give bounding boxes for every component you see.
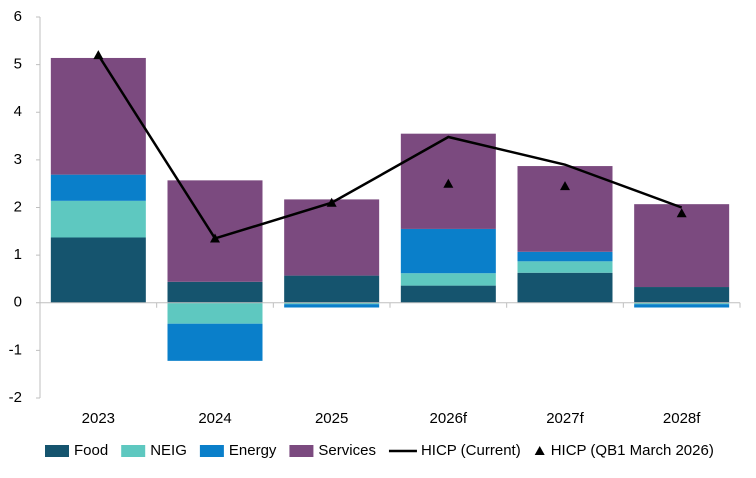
legend-swatch: [199, 445, 224, 457]
bar: [167, 323, 263, 361]
bar: [284, 275, 380, 303]
legend-label: Energy: [229, 442, 277, 459]
x-tick-label: 2026f: [430, 410, 468, 427]
y-tick-label: 0: [14, 294, 22, 311]
bar: [634, 304, 730, 308]
bar: [50, 174, 146, 201]
y-tick-label: 2: [14, 198, 22, 215]
bar: [634, 302, 730, 305]
bar: [517, 251, 613, 262]
bar: [517, 272, 613, 303]
bar: [284, 304, 380, 308]
y-tick-label: -2: [9, 389, 22, 406]
y-tick-label: 4: [14, 103, 22, 120]
y-tick-label: -1: [9, 341, 22, 358]
line: [97, 54, 683, 240]
legend-label: NEIG: [150, 442, 187, 459]
bar: [284, 302, 380, 305]
legend-label: Services: [318, 442, 376, 459]
legend-swatch: [45, 445, 69, 457]
bar: [400, 273, 496, 286]
legend-marker: [534, 446, 545, 455]
legend-label: HICP (QB1 March 2026): [551, 442, 714, 459]
legend-label: Food: [74, 442, 108, 459]
y-tick-label: 5: [14, 56, 22, 73]
bar: [167, 180, 263, 282]
bar: [167, 281, 263, 303]
bar: [400, 228, 496, 274]
x-tick-label: 2023: [82, 410, 115, 427]
marker: [326, 197, 337, 207]
bar: [167, 302, 263, 324]
y-tick-label: 3: [14, 151, 22, 168]
y-tick-label: 6: [14, 8, 22, 25]
bar: [50, 200, 146, 238]
bar: [517, 166, 613, 252]
x-tick-label: 2025: [315, 410, 348, 427]
bar: [400, 285, 496, 303]
bar: [517, 261, 613, 273]
bar: [284, 199, 380, 276]
bar: [50, 237, 146, 303]
x-tick-label: 2028f: [663, 410, 701, 427]
legend-swatch: [289, 445, 314, 457]
bar: [50, 57, 146, 175]
x-tick-label: 2024: [198, 410, 231, 427]
legend-label: HICP (Current): [421, 442, 521, 459]
marker: [443, 178, 454, 188]
bar: [634, 204, 730, 288]
x-tick-label: 2027f: [546, 410, 584, 427]
y-tick-label: 1: [14, 246, 22, 263]
marker: [560, 181, 570, 191]
legend-swatch: [121, 445, 146, 457]
marker: [93, 50, 104, 60]
bar: [634, 287, 730, 303]
marker: [210, 233, 220, 243]
marker: [676, 208, 687, 218]
